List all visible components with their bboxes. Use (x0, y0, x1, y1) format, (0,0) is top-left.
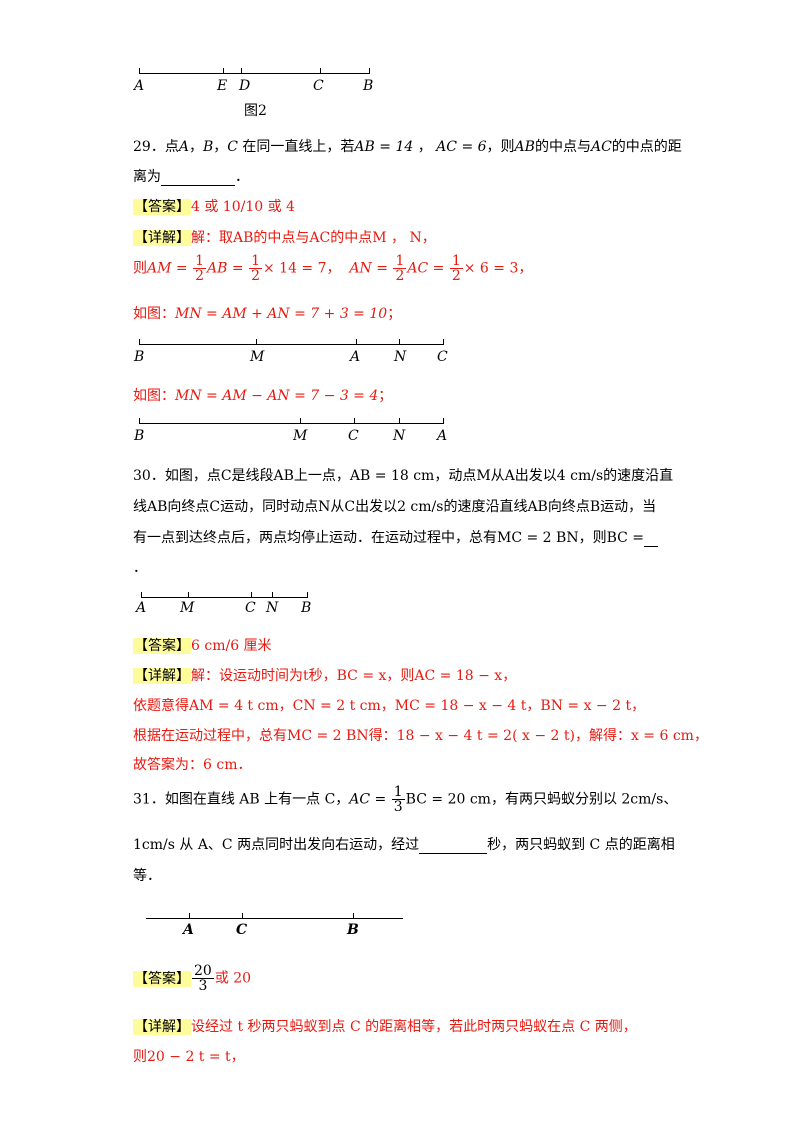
point-label: A (437, 428, 447, 444)
q31-detail-line2: 则20 − 2 t = t， (133, 1046, 245, 1066)
q30-stem-line1: 30．如图，点C是线段AB上一点，AB = 18 cm，动点M从A出发以4 cm… (133, 465, 673, 485)
q30-answer: 【答案】6 cm/6 厘米 (133, 635, 272, 655)
point-label: B (347, 922, 359, 938)
detail-tag: 【详解】 (133, 1019, 191, 1035)
point-label: C (245, 600, 256, 616)
point-label: C (348, 428, 359, 444)
point-label: A (136, 600, 146, 616)
figure-caption: 图2 (244, 100, 267, 120)
point-label: C (313, 78, 324, 94)
point-label: N (266, 600, 278, 616)
answer-tag: 【答案】 (133, 971, 191, 987)
answer-tag: 【答案】 (133, 199, 191, 215)
q29-stem-line2: 离为 ． (133, 166, 249, 186)
answer-tag: 【答案】 (133, 638, 191, 654)
q31-stem-line3: 等． (133, 865, 161, 885)
q30-stem-line2: 线AB向终点C运动，同时动点N从C出发以2 cm/s的速度沿直线AB向终点B运动… (133, 496, 656, 516)
q29-detail-line4: 如图：MN = AM − AN = 7 − 3 = 4； (133, 385, 392, 405)
point-label: B (134, 428, 144, 444)
answer-blank[interactable] (644, 530, 658, 547)
answer-blank[interactable] (419, 837, 487, 854)
point-label: N (394, 349, 406, 365)
point-label: A (350, 349, 360, 365)
q29-answer: 【答案】4 或 10/10 或 4 (133, 196, 295, 216)
q29-stem-line1: 29．点A，B，C 在同一直线上，若AB = 14 ， AC = 6，则AB的中… (133, 136, 682, 156)
q31-answer: 【答案】 20 3 或 20 (133, 964, 251, 993)
detail-tag: 【详解】 (133, 230, 191, 246)
q30-detail-line2: 依题意得AM = 4 t cm，CN = 2 t cm，MC = 18 − x … (133, 695, 645, 715)
point-label: C (236, 922, 247, 938)
q30-stem-line3: 有一点到达终点后，两点均停止运动．在运动过程中，总有MC = 2 BN，则BC … (133, 527, 658, 547)
answer-blank[interactable] (161, 169, 235, 186)
point-label: A (134, 78, 144, 94)
detail-tag: 【详解】 (133, 668, 191, 684)
q30-detail-line1: 【详解】解：设运动时间为t秒，BC = x，则AC = 18 − x， (133, 665, 516, 685)
q31-detail-line1: 【详解】设经过 t 秒两只蚂蚁到点 C 的距离相等，若此时两只蚂蚁在点 C 两侧… (133, 1016, 637, 1036)
point-label: B (301, 600, 311, 616)
point-label: B (363, 78, 373, 94)
q30-detail-line4: 故答案为：6 cm． (133, 754, 251, 774)
q31-stem-line1: 31．如图在直线 AB 上有一点 C，AC = 1 3 BC = 20 cm，有两只… (133, 785, 677, 814)
q29-detail-line2: 则AM = 1 2 AB = 1 2 × 14 = 7， AN = 1 2 AC = 1 2 ×… (133, 254, 532, 283)
point-label: M (250, 349, 264, 365)
q29-detail-line3: 如图：MN = AM + AN = 7 + 3 = 10； (133, 303, 401, 323)
q30-stem-line4: ． (133, 557, 147, 577)
q30-detail-line3: 根据在运动过程中，总有MC = 2 BN得：18 − x − 4 t = 2( … (133, 725, 708, 745)
point-label: N (393, 428, 405, 444)
point-label: E (217, 78, 227, 94)
q29-detail-line1: 【详解】解：取AB的中点与AC的中点M ， N， (133, 227, 436, 247)
point-label: M (180, 600, 194, 616)
point-label: C (437, 349, 448, 365)
point-label: B (134, 349, 144, 365)
q31-stem-line2: 1cm/s 从 A、C 两点同时出发向右运动，经过 秒，两只蚂蚁到 C 点的距离… (133, 834, 675, 854)
point-label: M (293, 428, 307, 444)
point-label: D (239, 78, 250, 94)
point-label: A (183, 922, 194, 938)
